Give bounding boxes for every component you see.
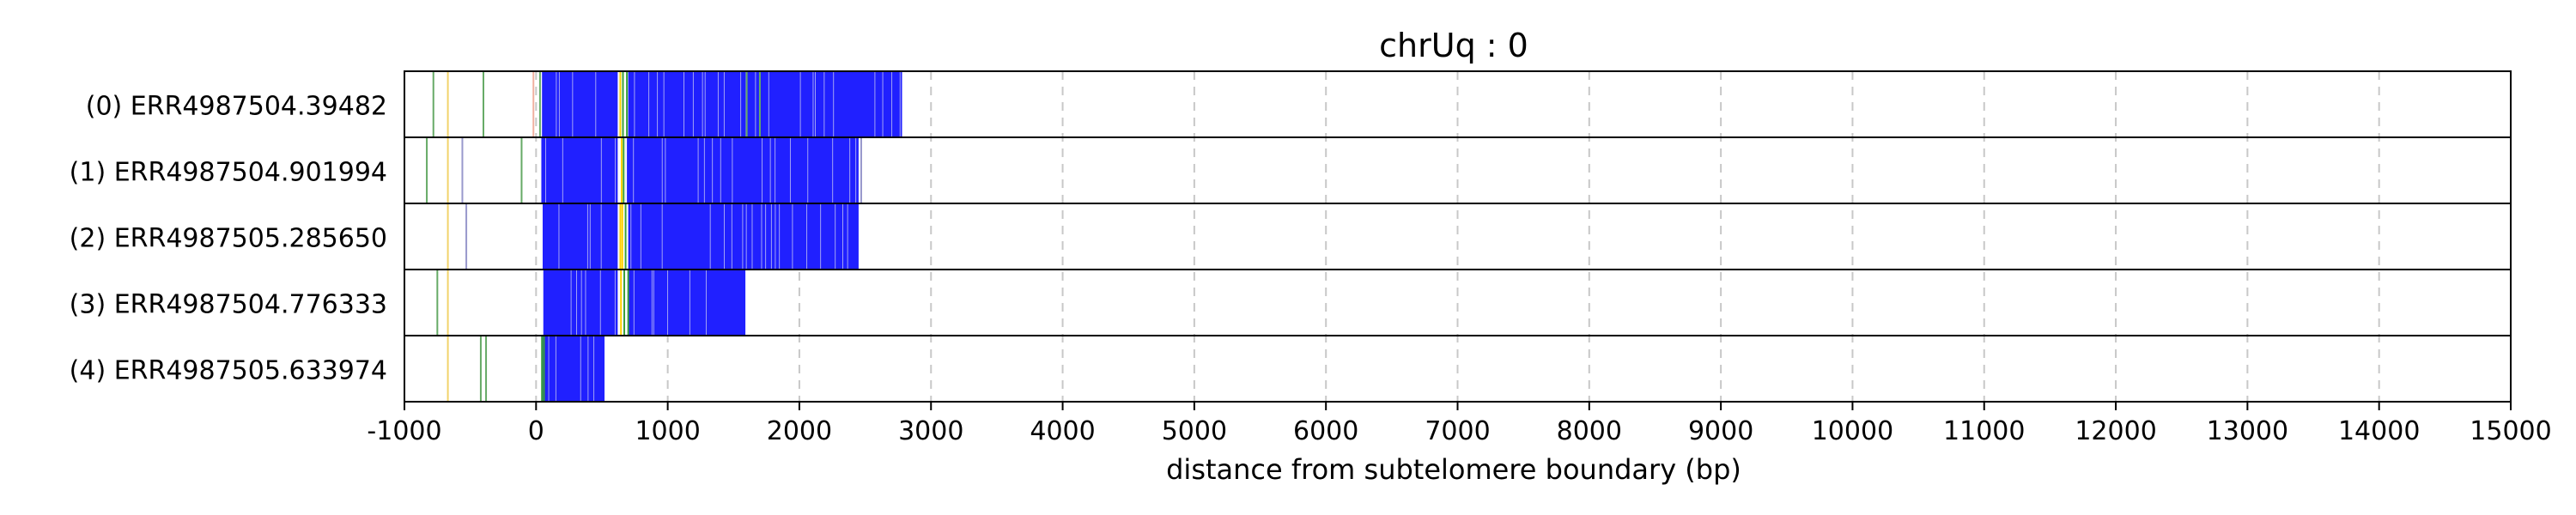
x-tick-label: 4000: [1030, 416, 1095, 446]
track-1: [426, 138, 862, 203]
x-tick-label: -1000: [367, 416, 441, 446]
track-fill-segment: [543, 270, 618, 335]
chart-title: chrUq : 0: [1379, 27, 1528, 64]
x-tick-label: 12000: [2075, 416, 2156, 446]
track-label: (2) ERR4987505.285650: [70, 224, 387, 254]
x-tick-label: 8000: [1557, 416, 1622, 446]
track-2: [447, 204, 859, 269]
x-axis-label: distance from subtelomere boundary (bp): [1166, 453, 1741, 486]
x-tick-label: 7000: [1425, 416, 1490, 446]
x-tick-label: 10000: [1812, 416, 1893, 446]
track-fill-segment: [628, 270, 746, 335]
track-label: (4) ERR4987505.633974: [70, 356, 387, 386]
track-fill-segment: [627, 138, 859, 203]
x-tick-label: 6000: [1293, 416, 1358, 446]
track-label: (0) ERR4987504.39482: [86, 92, 387, 122]
labels-layer: (0) ERR4987504.39482 (1) ERR4987504.90199…: [70, 92, 387, 386]
track-4: [447, 336, 605, 401]
x-tick-label: 2000: [767, 416, 832, 446]
track-fill-segment: [628, 204, 859, 269]
x-tick-label: 15000: [2470, 416, 2551, 446]
track-3: [436, 270, 746, 335]
x-tick-label: 1000: [635, 416, 700, 446]
track-label: (3) ERR4987504.776333: [70, 290, 387, 320]
track-0: [432, 72, 902, 136]
track-fill-segment: [541, 138, 618, 203]
x-tick-label: 13000: [2207, 416, 2288, 446]
x-tick-label: 11000: [1943, 416, 2025, 446]
track-label: (1) ERR4987504.901994: [70, 158, 387, 188]
track-fill-segment: [541, 336, 605, 401]
x-tick-label: 14000: [2338, 416, 2420, 446]
tracks-layer: [426, 72, 902, 401]
ticks-layer: -1000 0 1000 2000 3000 4000 5000 6000 7000 8000 90…: [367, 402, 2552, 446]
x-tick-label: 3000: [898, 416, 963, 446]
x-tick-label: 9000: [1688, 416, 1753, 446]
track-fill-segment: [542, 204, 618, 269]
x-tick-label: 0: [528, 416, 544, 446]
track-fill-segment: [542, 72, 618, 136]
x-tick-label: 5000: [1162, 416, 1227, 446]
track-fill-segment: [628, 72, 902, 136]
